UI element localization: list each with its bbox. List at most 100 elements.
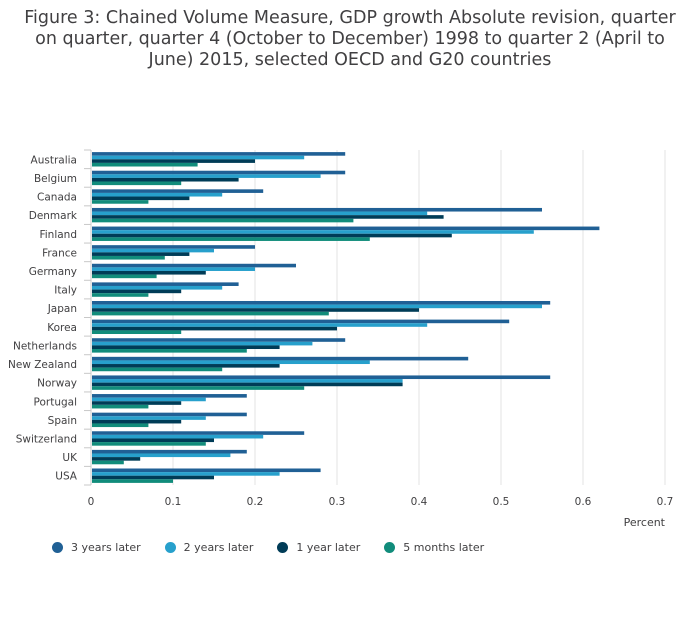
bar	[92, 338, 346, 342]
bar	[92, 419, 182, 424]
bar	[92, 233, 452, 238]
x-tick-label: 0	[88, 496, 95, 508]
bar	[92, 460, 124, 465]
bar	[92, 207, 542, 212]
axes: 0 0.1 0.2 0.3 0.4 0.5 0.6 0.7 Australia Belgium Ca…	[8, 149, 673, 529]
bar	[92, 304, 542, 309]
bar	[92, 394, 247, 398]
bar	[92, 200, 149, 204]
legend-label: 5 months later	[403, 541, 485, 554]
legend-item[interactable]: 5 months later	[384, 541, 484, 554]
bar	[92, 442, 206, 446]
bar	[92, 170, 346, 175]
legend-marker	[277, 542, 289, 553]
category-label: Switzerland	[16, 433, 77, 445]
x-tick-label: 0.2	[247, 496, 264, 508]
bar	[92, 255, 165, 260]
bar	[92, 457, 141, 461]
category-label: Italy	[54, 285, 77, 297]
bar	[92, 453, 231, 458]
bar	[92, 155, 305, 160]
bar	[92, 293, 149, 297]
legend-item[interactable]: 2 years later	[164, 541, 254, 554]
category-label: Japan	[47, 303, 77, 315]
bar	[92, 289, 182, 294]
bar	[92, 237, 370, 241]
category-label: Germany	[29, 266, 77, 278]
bar	[92, 360, 370, 365]
bar	[92, 248, 214, 253]
category-label: Norway	[37, 378, 77, 390]
category-label: Netherlands	[13, 340, 77, 352]
category-label: UK	[62, 452, 78, 464]
bar	[92, 189, 264, 193]
bar	[92, 274, 157, 279]
bar	[92, 412, 247, 417]
bar	[92, 323, 428, 327]
bar	[92, 152, 346, 156]
bar	[92, 218, 354, 223]
x-tick-label: 0.1	[165, 496, 182, 508]
bar	[92, 174, 321, 178]
legend-item[interactable]: 3 years later	[52, 541, 141, 554]
bar	[92, 397, 206, 402]
bar	[92, 364, 280, 368]
category-label: France	[42, 247, 77, 259]
bar	[92, 300, 551, 305]
legend-marker	[384, 542, 396, 553]
bar	[92, 434, 264, 439]
category-label: USA	[55, 471, 78, 483]
bar	[92, 252, 190, 256]
bar	[92, 192, 223, 197]
bar	[92, 449, 247, 454]
bar	[92, 308, 419, 312]
bar	[92, 196, 190, 201]
bar	[92, 263, 296, 268]
x-tick-label: 0.3	[329, 496, 346, 508]
bar	[92, 211, 428, 216]
bar	[92, 404, 149, 409]
bar	[92, 341, 313, 346]
bar	[92, 468, 321, 473]
legend-label: 2 years later	[183, 541, 254, 554]
category-label: Finland	[39, 229, 77, 241]
bar	[92, 349, 247, 353]
bar	[92, 177, 239, 182]
bar	[92, 416, 206, 420]
bar	[92, 159, 255, 163]
category-label: New Zealand	[8, 359, 77, 371]
bar	[92, 319, 510, 324]
category-label: Spain	[48, 415, 77, 427]
gridlines	[172, 150, 666, 485]
bar	[92, 475, 214, 480]
bar	[92, 270, 206, 275]
legend-item[interactable]: 1 year later	[277, 541, 360, 554]
bar	[92, 162, 198, 167]
bar	[92, 267, 255, 271]
x-tick-label: 0.5	[493, 496, 510, 508]
bar	[92, 226, 600, 231]
bar	[92, 282, 239, 286]
bar	[92, 438, 214, 443]
bar	[92, 379, 403, 383]
bar	[92, 215, 444, 219]
bar	[92, 311, 329, 316]
bar	[92, 330, 182, 335]
legend-marker	[164, 542, 176, 553]
bar	[92, 382, 403, 387]
category-label: Korea	[47, 322, 77, 334]
bar	[92, 326, 337, 331]
bar	[92, 401, 182, 405]
bar	[92, 181, 182, 186]
bar	[92, 431, 305, 435]
chart-title: Figure 3: Chained Volume Measure, GDP gr…	[24, 8, 676, 70]
category-label: Canada	[37, 192, 77, 204]
bar	[92, 367, 223, 372]
x-tick-label: 0.4	[411, 496, 428, 508]
bar	[92, 356, 469, 361]
category-label: Australia	[31, 154, 77, 166]
bar	[92, 386, 305, 390]
category-label: Belgium	[34, 173, 77, 185]
x-axis-title: Percent	[624, 516, 666, 529]
